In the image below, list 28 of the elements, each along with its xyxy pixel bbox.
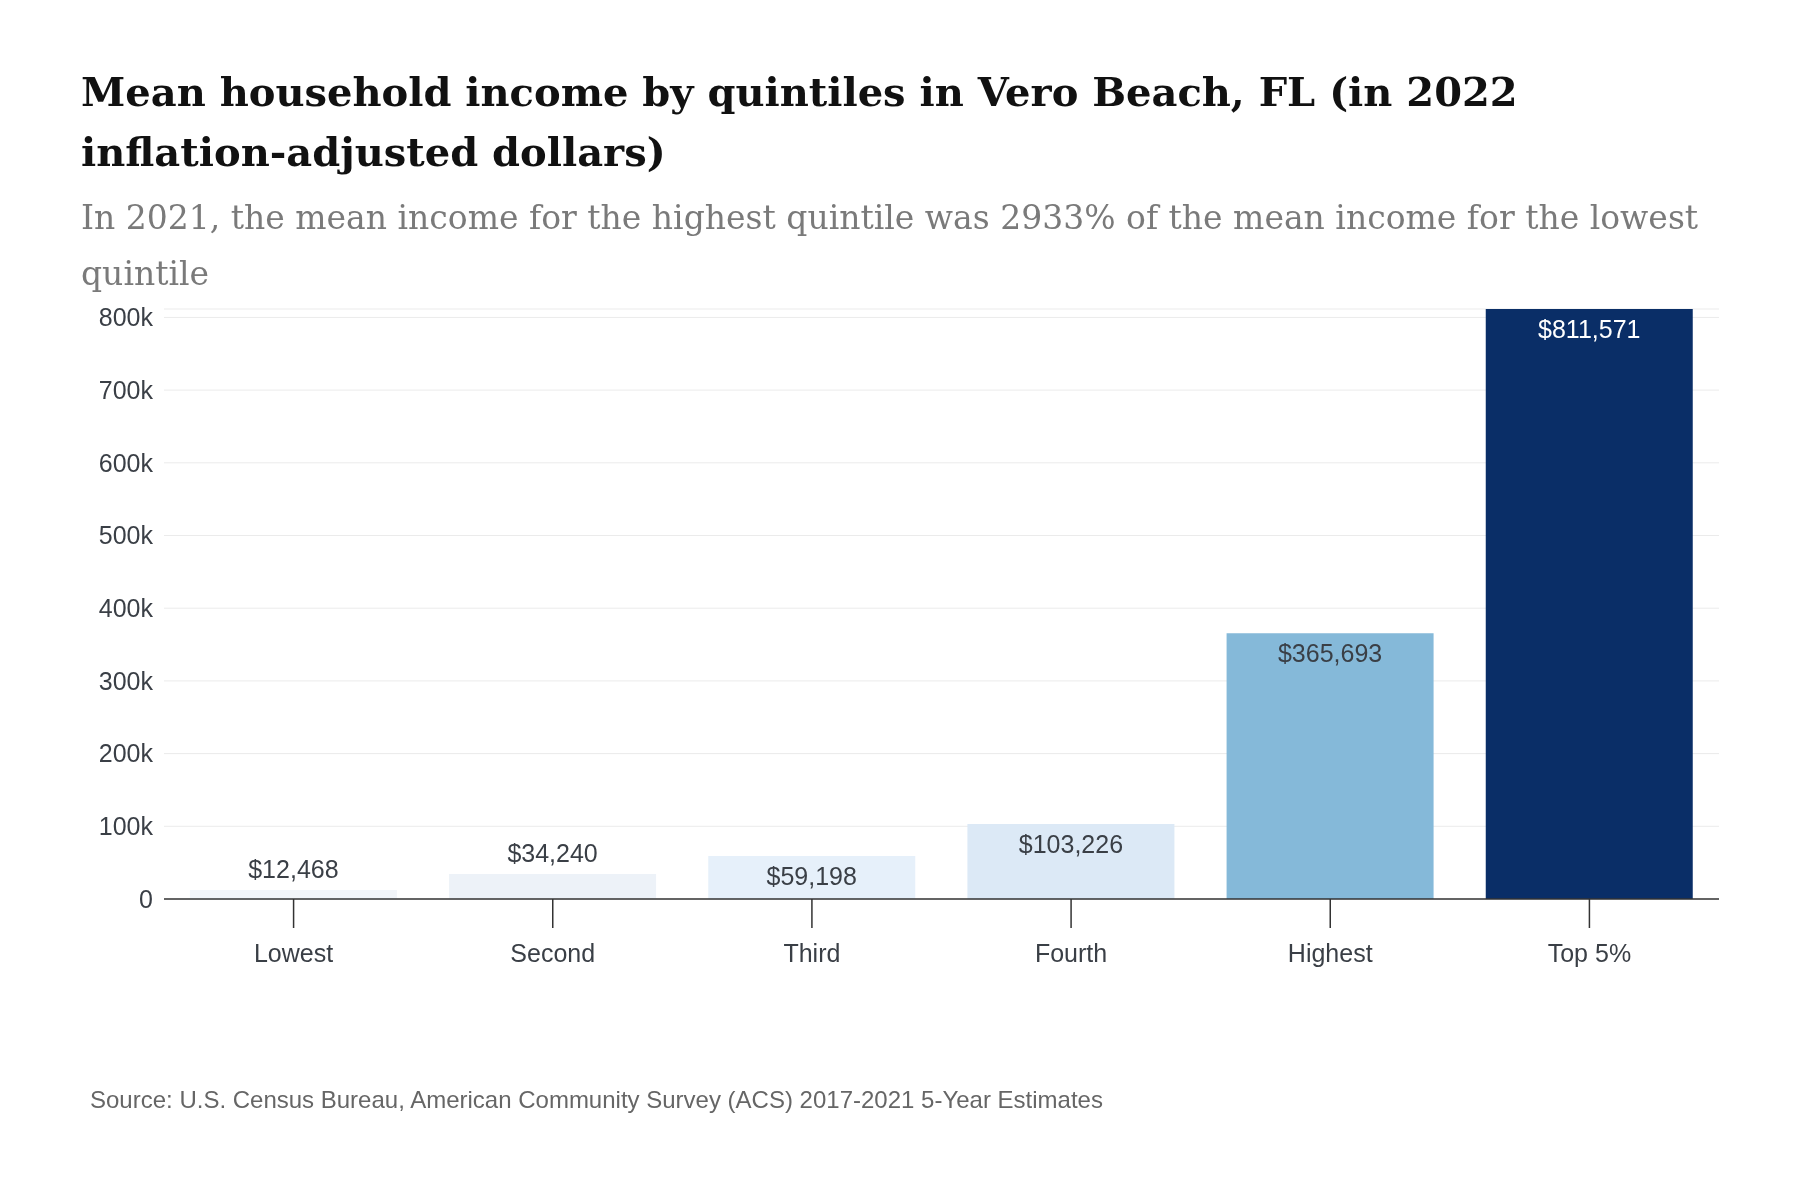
- data-label: $103,226: [1018, 829, 1124, 858]
- x-tick-label: Highest: [1287, 938, 1373, 967]
- bar: [1485, 309, 1693, 899]
- chart-subtitle: In 2021, the mean income for the highest quintile was 2933% of the mean income for the lowest quintile: [81, 197, 1700, 295]
- y-tick-label: 400k: [98, 594, 154, 623]
- bar: [449, 874, 657, 899]
- y-tick-label: 600k: [98, 448, 154, 477]
- y-tick-label: 300k: [98, 666, 154, 695]
- x-tick-label: Third: [783, 938, 841, 967]
- data-label: $365,693: [1277, 639, 1383, 668]
- chart-title: Mean household income by quintiles in Vero Beach, FL (in 2022 inflation-adjusted dollars): [81, 67, 1519, 177]
- x-tick-label: Fourth: [1034, 938, 1108, 967]
- x-tick-label: Lowest: [253, 938, 334, 967]
- y-tick-label: 800k: [98, 303, 154, 332]
- data-label: $811,571: [1538, 315, 1641, 343]
- y-tick-label: 100k: [98, 812, 154, 841]
- data-label: $34,240: [507, 839, 598, 868]
- y-tick-label: 200k: [98, 739, 154, 768]
- bar: [967, 823, 1175, 899]
- bar: [1226, 633, 1434, 899]
- source-note: Source: U.S. Census Bureau, American Community Survey (ACS) 2017-2021 5-Year Estimates: [90, 1086, 1103, 1114]
- y-tick-label: 700k: [98, 375, 154, 404]
- data-label: $59,198: [766, 861, 857, 890]
- y-tick-label: 0: [139, 884, 153, 913]
- data-label: $12,468: [248, 854, 339, 883]
- x-tick-label: Top 5%: [1547, 938, 1632, 967]
- x-tick-label: Second: [510, 938, 596, 967]
- y-tick-label: 500k: [98, 521, 154, 550]
